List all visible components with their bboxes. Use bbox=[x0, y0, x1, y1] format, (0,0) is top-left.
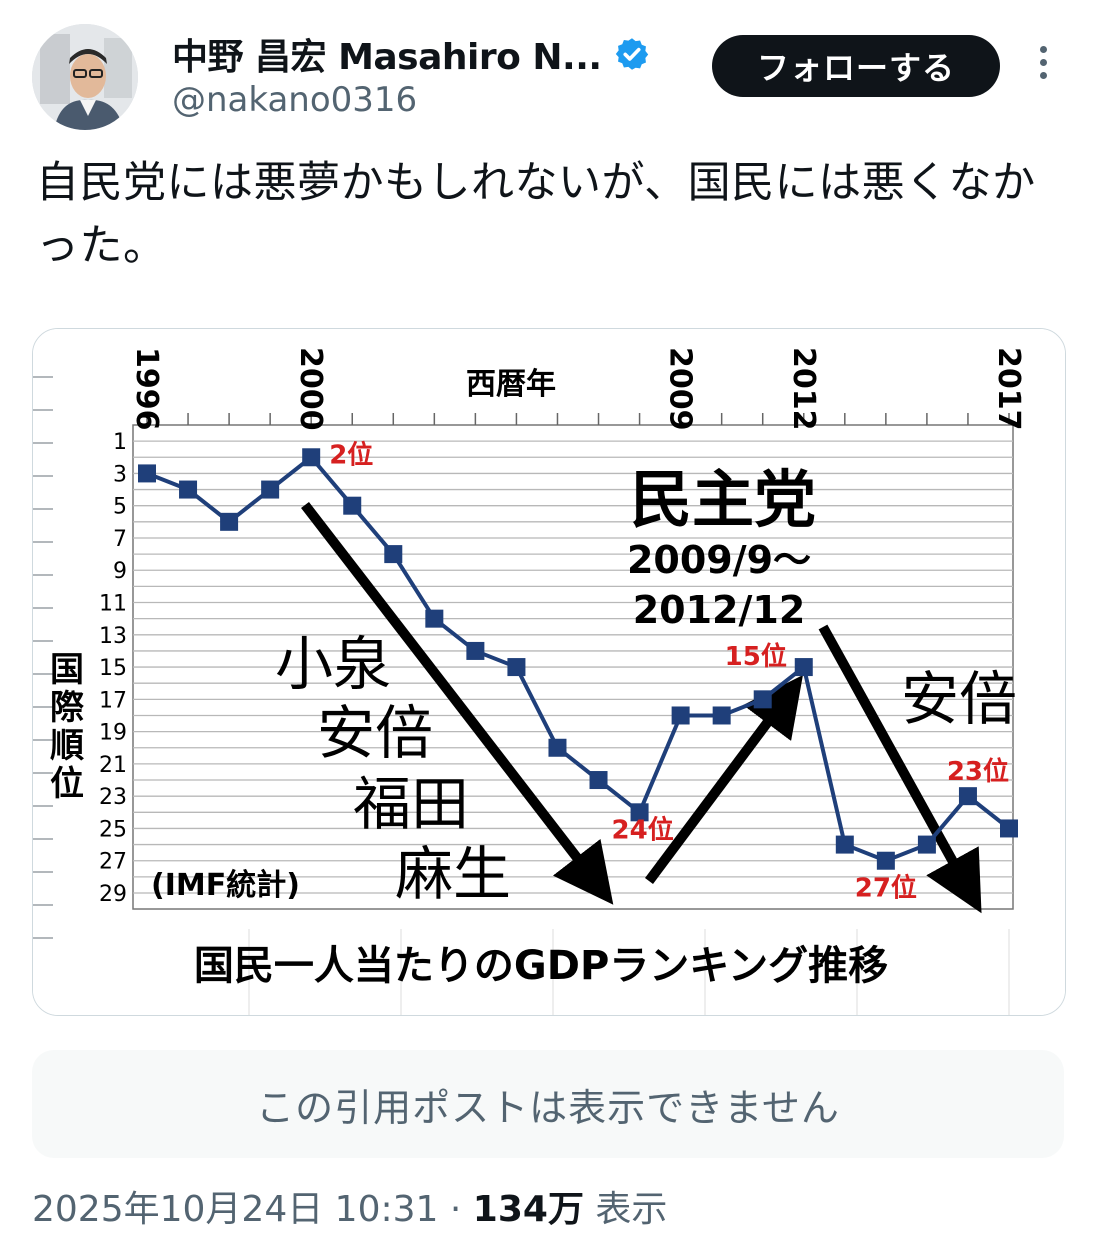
annotation-abe-2: 安倍 bbox=[901, 665, 1017, 733]
series-line bbox=[146, 454, 1011, 863]
chart-title: 国民一人当たりのGDPランキング推移 bbox=[194, 943, 888, 989]
annotation-dpj-end: 2012/12 bbox=[633, 588, 806, 632]
data-point bbox=[384, 545, 403, 564]
data-point bbox=[343, 496, 362, 515]
tweet-media-image[interactable]: 1 3 5 7 9 11 13 15 17 19 21 23 25 27 29 1996 2000 2009 20… bbox=[32, 328, 1066, 1016]
data-point bbox=[630, 803, 649, 822]
quote-unavailable-card[interactable]: この引用ポストは表示できません bbox=[32, 1050, 1064, 1158]
y-axis-label-char: 位 bbox=[50, 764, 84, 804]
data-point bbox=[958, 787, 977, 806]
y-tick-label: 23 bbox=[99, 785, 127, 810]
author-name-row[interactable]: 中野 昌宏 Masahiro N... bbox=[172, 28, 650, 80]
view-count-label: 表示 bbox=[595, 1189, 668, 1230]
y-axis-label-char: 国 bbox=[50, 650, 84, 690]
x-tick-label: 2012 bbox=[786, 347, 821, 431]
data-point bbox=[1000, 819, 1018, 838]
point-label: 27位 bbox=[855, 873, 917, 904]
data-point bbox=[138, 464, 156, 483]
y-tick-label: 5 bbox=[113, 495, 127, 520]
verified-badge-icon bbox=[615, 38, 648, 70]
data-point bbox=[466, 641, 485, 660]
data-point bbox=[261, 480, 280, 499]
y-axis-label-char: 際 bbox=[50, 688, 84, 728]
data-point bbox=[220, 512, 239, 531]
view-count: 134万 bbox=[472, 1189, 584, 1230]
point-label: 23位 bbox=[947, 756, 1009, 787]
author-display-name[interactable]: 中野 昌宏 Masahiro N... bbox=[172, 37, 602, 78]
tweet-timestamp[interactable]: 2025年10月24日 10:31 bbox=[32, 1189, 439, 1230]
annotation-abe-1: 安倍 bbox=[317, 699, 433, 767]
data-point bbox=[917, 835, 936, 854]
data-point bbox=[302, 448, 321, 467]
data-point bbox=[589, 771, 608, 790]
source-label: (IMF統計) bbox=[151, 868, 300, 903]
follow-button[interactable]: フォローする bbox=[712, 35, 1000, 97]
data-point bbox=[835, 835, 854, 854]
y-tick-label: 25 bbox=[99, 817, 127, 842]
x-tick-label: 2017 bbox=[991, 347, 1026, 431]
data-point bbox=[425, 609, 444, 628]
y-tick-label: 7 bbox=[113, 527, 127, 552]
y-tick-label: 9 bbox=[113, 559, 127, 584]
annotation-dpj: 民主党 bbox=[630, 463, 816, 536]
y-tick-label: 13 bbox=[99, 624, 127, 649]
more-options-icon[interactable] bbox=[1030, 46, 1056, 86]
data-point bbox=[179, 480, 198, 499]
point-label: 2位 bbox=[329, 439, 373, 470]
decline-arrow-1 bbox=[301, 501, 614, 905]
author-handle[interactable]: @nakano0316 bbox=[172, 80, 418, 120]
y-axis-label-char: 順 bbox=[50, 726, 84, 766]
rise-arrow bbox=[644, 674, 803, 884]
meta-separator: · bbox=[449, 1189, 462, 1230]
y-tick-label: 15 bbox=[99, 656, 127, 681]
y-tick-label: 19 bbox=[99, 721, 127, 746]
point-label: 24位 bbox=[612, 814, 674, 845]
data-point bbox=[671, 706, 690, 725]
y-tick-label: 3 bbox=[113, 462, 127, 487]
x-axis-label: 西暦年 bbox=[466, 367, 556, 402]
y-tick-label: 29 bbox=[99, 882, 127, 907]
point-label: 15位 bbox=[725, 641, 787, 672]
x-tick-label: 1996 bbox=[129, 347, 164, 431]
y-tick-label: 17 bbox=[99, 688, 127, 713]
decline-arrow-2 bbox=[818, 624, 982, 914]
y-tick-label: 21 bbox=[99, 753, 127, 778]
x-tick-label: 2009 bbox=[663, 347, 698, 431]
data-point bbox=[548, 738, 567, 757]
y-tick-label: 27 bbox=[99, 850, 127, 875]
data-point bbox=[794, 658, 813, 677]
data-point bbox=[712, 706, 731, 725]
y-tick-label: 1 bbox=[113, 430, 127, 455]
data-point bbox=[507, 658, 526, 677]
tweet-text: 自民党には悪夢かもしれないが、国民には悪くなかった。 bbox=[36, 158, 1036, 271]
annotation-koizumi: 小泉 bbox=[275, 630, 391, 698]
avatar-photo-icon bbox=[32, 24, 138, 130]
data-point bbox=[753, 690, 772, 709]
data-point bbox=[876, 851, 895, 870]
annotation-dpj-start: 2009/9～ bbox=[627, 538, 811, 582]
x-tick-label: 2000 bbox=[293, 347, 328, 431]
annotation-fukuda: 福田 bbox=[353, 770, 469, 838]
y-tick-label: 11 bbox=[99, 592, 127, 617]
avatar[interactable] bbox=[32, 24, 138, 130]
annotation-aso: 麻生 bbox=[395, 840, 511, 908]
tweet-meta: 2025年10月24日 10:31 · 134万 表示 bbox=[32, 1180, 667, 1232]
